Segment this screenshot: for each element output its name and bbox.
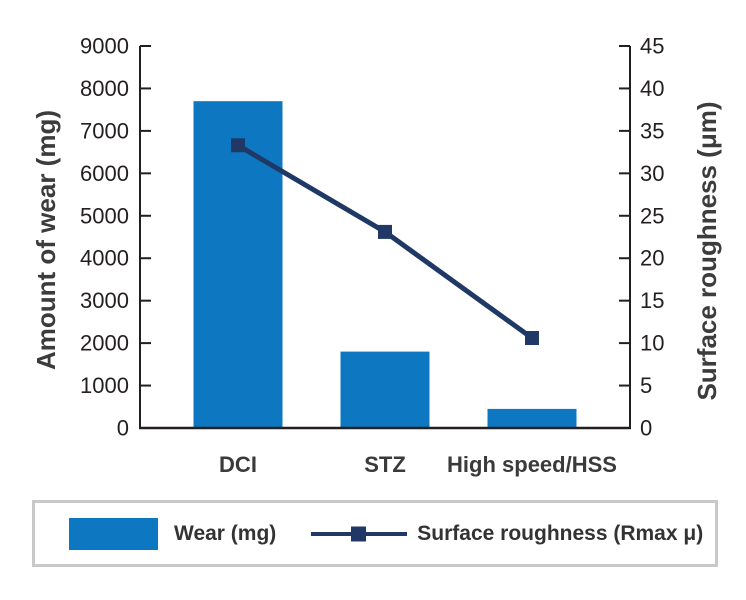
category-label-DCI: DCI — [219, 452, 257, 477]
right-tick-label-25: 25 — [640, 203, 664, 228]
left-tick-label-7000: 7000 — [80, 118, 129, 143]
category-label-STZ: STZ — [364, 452, 406, 477]
left-tick-label-2000: 2000 — [80, 331, 129, 356]
right-axis-title: Surface roughness (μm) — [692, 101, 722, 400]
left-tick-label-4000: 4000 — [80, 246, 129, 271]
left-tick-label-0: 0 — [117, 416, 129, 441]
left-tick-label-5000: 5000 — [80, 203, 129, 228]
right-tick-label-30: 30 — [640, 161, 664, 186]
line-marker-DCI — [231, 138, 245, 153]
legend-square-marker — [351, 526, 367, 541]
bar-STZ — [340, 351, 430, 428]
axes — [139, 46, 631, 430]
left-axis-ticks: 0 1000 2000 3000 4000 5000 6000 7000 8000 9000 — [80, 34, 151, 441]
roughness-legend-label: Surface roughness (Rmax μ) — [417, 521, 704, 545]
combo-chart: 0 1000 2000 3000 4000 5000 6000 7000 8000 9000 0 5… — [31, 34, 722, 478]
left-tick-label-1000: 1000 — [80, 373, 129, 398]
right-tick-label-5: 5 — [640, 373, 652, 398]
left-tick-label-6000: 6000 — [80, 161, 129, 186]
left-axis-title: Amount of wear (mg) — [31, 110, 61, 370]
bar-DCI — [193, 101, 283, 428]
left-tick-label-3000: 3000 — [80, 288, 129, 313]
category-labels: DCI STZ High speed/HSS — [219, 452, 617, 477]
line-marker-High speed/HSS — [525, 331, 539, 346]
line-series — [231, 138, 539, 346]
right-tick-label-40: 40 — [640, 76, 664, 101]
left-tick-label-8000: 8000 — [80, 76, 129, 101]
wear-legend-label: Wear (mg) — [174, 521, 277, 545]
right-tick-label-20: 20 — [640, 246, 664, 271]
right-tick-label-35: 35 — [640, 118, 664, 143]
wear-legend-swatch — [69, 517, 158, 550]
legend-box: Wear (mg) Surface roughness (Rmax μ) — [32, 500, 718, 567]
bar-series — [193, 101, 577, 428]
right-tick-label-15: 15 — [640, 288, 664, 313]
line-marker-STZ — [378, 224, 392, 239]
left-tick-label-9000: 9000 — [80, 34, 129, 59]
category-label-High speed/HSS: High speed/HSS — [447, 452, 617, 477]
right-tick-label-0: 0 — [640, 416, 652, 441]
right-tick-label-45: 45 — [640, 34, 664, 59]
roughness-legend-line-sample — [311, 526, 408, 541]
bar-High speed/HSS — [487, 408, 577, 428]
right-tick-label-10: 10 — [640, 331, 664, 356]
right-axis-ticks: 0 5 10 15 20 25 30 35 40 45 — [619, 34, 664, 441]
